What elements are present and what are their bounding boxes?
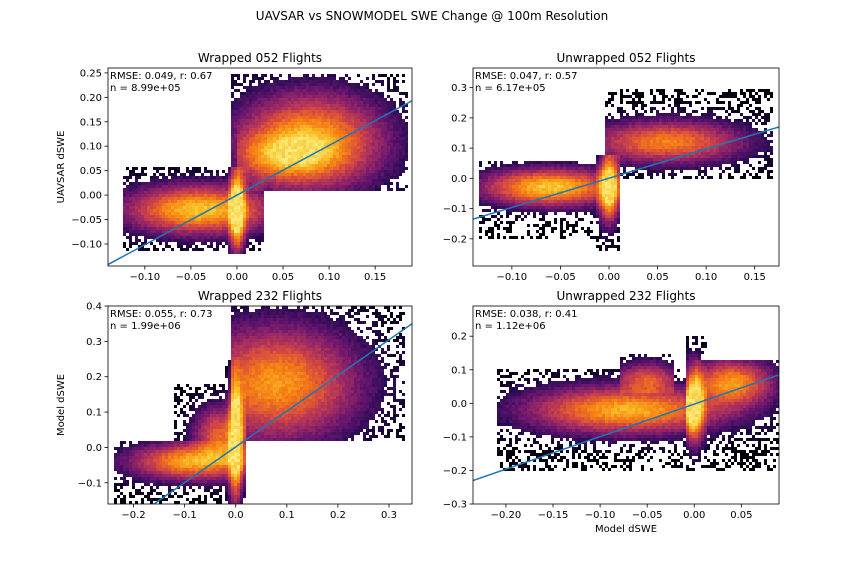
heatmap [123,74,408,254]
x-tick-label: 0.3 [381,510,397,521]
y-tick-label: −0.1 [443,204,467,215]
axes-frame [472,305,780,505]
y-tick-label: 0.25 [80,68,102,79]
x-tick-label: 0.00 [683,510,705,521]
axes-frame [107,305,413,505]
y-tick-label: −0.05 [71,215,102,226]
y-tick-label: 0.05 [80,166,102,177]
fit-line [108,100,412,266]
y-tick-label: 0.1 [451,365,467,376]
axes-frame [107,67,413,267]
y-tick-label: 0.0 [86,443,102,454]
y-axis-label: UAVSAR dSWE [56,131,67,204]
y-tick-label: 0.00 [80,191,102,202]
fit-line [473,374,779,482]
x-axis-label: Model dSWE [595,524,657,535]
panel-title: Wrapped 232 Flights [198,289,322,303]
x-tick-label: −0.15 [538,510,569,521]
x-tick-label: −0.10 [585,510,616,521]
y-tick-label: 0.3 [86,337,102,348]
y-tick-label: 0.1 [451,144,467,155]
y-tick-label: 0.3 [451,83,467,94]
y-tick-label: 0.10 [80,142,102,153]
y-tick-label: −0.2 [443,466,467,477]
x-tick-label: 0.15 [364,272,386,283]
y-tick-label: −0.3 [443,500,467,511]
axes-frame [472,67,780,267]
x-tick-label: 0.00 [598,272,620,283]
x-tick-label: −0.05 [545,272,576,283]
x-tick-label: −0.05 [176,272,207,283]
y-tick-label: 0.2 [86,372,102,383]
fit-line [473,126,779,220]
panel-2: −0.10 −0.05 0.00 0.05 0.10 0.15 −0.2 −0.1 0.0 0.1… [443,51,780,283]
x-tick-label: 0.00 [226,272,248,283]
stats-rmse-r: RMSE: 0.038, r: 0.41 [475,309,578,320]
figure-title: UAVSAR vs SNOWMODEL SWE Change @ 100m Re… [255,9,609,23]
heatmap [114,306,405,504]
panel-4: −0.20 −0.15 −0.10 −0.05 0.00 0.05 −0.3 −0.2 −0.1… [443,289,780,535]
stats-rmse-r: RMSE: 0.047, r: 0.57 [475,71,578,82]
x-tick-label: −0.1 [172,510,196,521]
panel-title: Unwrapped 052 Flights [556,51,695,65]
y-tick-label: 0.1 [86,408,102,419]
stats-n: n = 6.17e+05 [475,83,546,94]
y-tick-label: −0.1 [443,432,467,443]
y-tick-label: 0.4 [86,302,102,313]
stats-rmse-r: RMSE: 0.055, r: 0.73 [110,309,213,320]
y-tick-label: −0.2 [443,234,467,245]
y-tick-label: 0.0 [451,399,467,410]
y-tick-label: 0.20 [80,93,102,104]
heatmap [479,89,773,251]
x-tick-label: 0.10 [695,272,717,283]
x-tick-label: −0.10 [497,272,528,283]
y-tick-label: −0.10 [71,240,102,251]
x-tick-label: 0.05 [272,272,294,283]
x-tick-label: 0.05 [646,272,668,283]
x-tick-label: −0.10 [130,272,161,283]
stats-n: n = 1.12e+06 [475,321,546,332]
x-tick-label: −0.05 [632,510,663,521]
x-tick-label: 0.1 [279,510,295,521]
panel-3: −0.2 −0.1 0.0 0.1 0.2 0.3 −0.1 0.0 0.1 0.2 0.3 0.4 W… [56,289,413,521]
y-tick-label: −0.1 [78,478,102,489]
x-tick-label: 0.05 [730,510,752,521]
panel-title: Wrapped 052 Flights [198,51,322,65]
y-tick-label: 0.2 [451,332,467,343]
x-tick-label: 0.2 [330,510,346,521]
panel-title: Unwrapped 232 Flights [556,289,695,303]
stats-n: n = 1.99e+06 [110,321,181,332]
heatmap [497,336,779,471]
x-tick-label: 0.15 [744,272,766,283]
fit-line [153,323,412,504]
y-axis-label: Model dSWE [56,374,67,436]
y-tick-label: 0.2 [451,113,467,124]
y-tick-label: 0.15 [80,117,102,128]
x-tick-label: −0.20 [491,510,522,521]
stats-n: n = 8.99e+05 [110,83,181,94]
x-tick-label: 0.10 [318,272,340,283]
panel-1: −0.10 −0.05 0.00 0.05 0.10 0.15 −0.10 −0.05 0.00… [56,51,413,283]
y-tick-label: 0.0 [451,174,467,185]
x-tick-label: −0.2 [121,510,145,521]
stats-rmse-r: RMSE: 0.049, r: 0.67 [110,71,213,82]
x-tick-label: 0.0 [228,510,244,521]
